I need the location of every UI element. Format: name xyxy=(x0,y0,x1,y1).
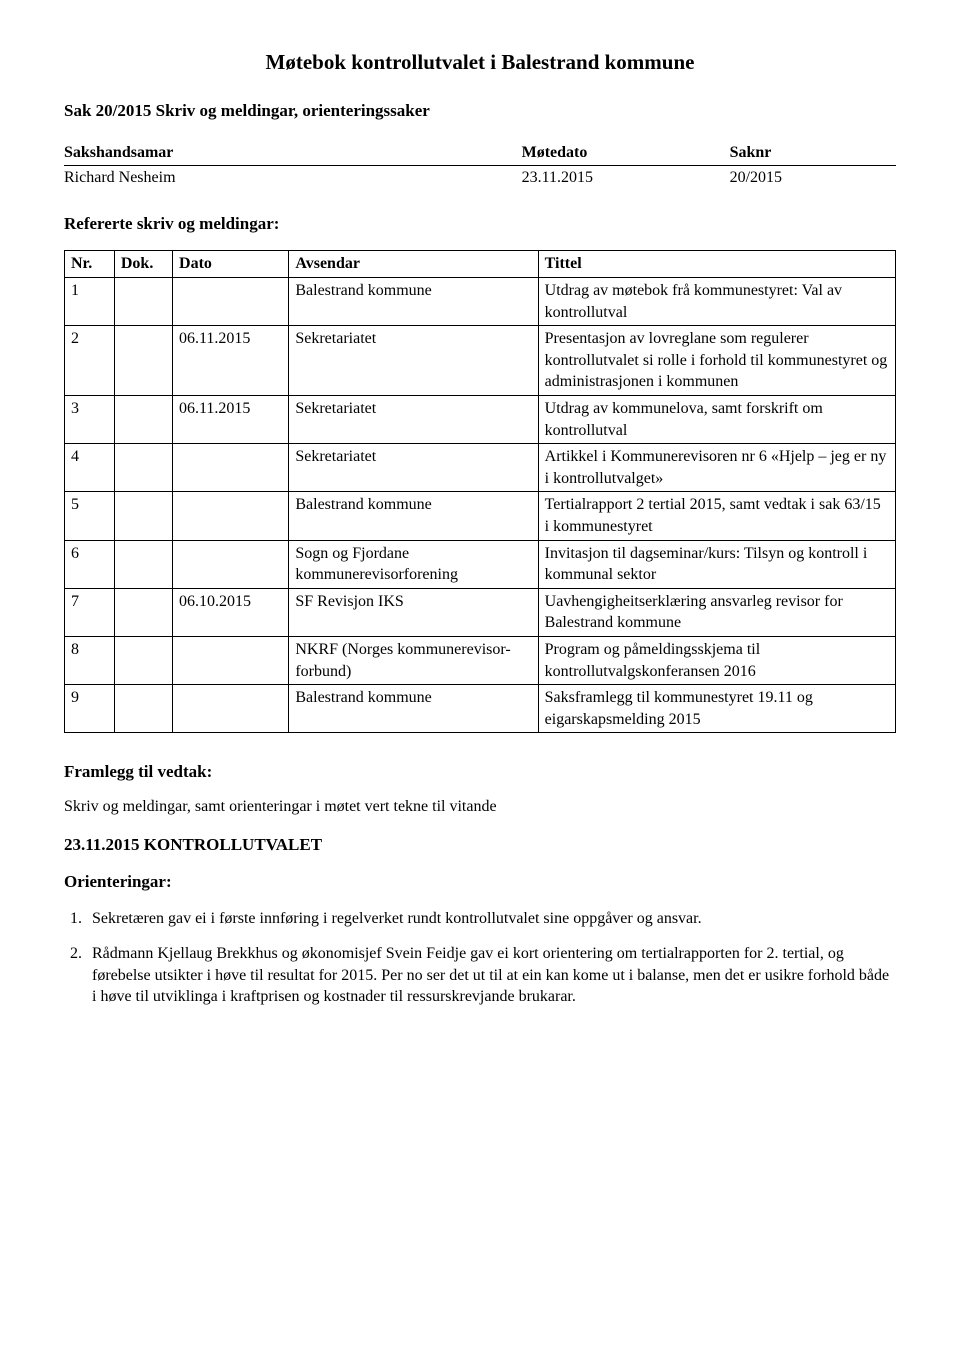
cell-tittel: Tertialrapport 2 tertial 2015, samt vedt… xyxy=(538,492,895,540)
table-row: 8 NKRF (Norges kommunerevisor-forbund)Pro… xyxy=(65,636,896,684)
cell-nr: 6 xyxy=(65,540,115,588)
table-header-avsendar: Avsendar xyxy=(289,251,538,278)
cell-tittel: Utdrag av møtebok frå kommunestyret: Val… xyxy=(538,278,895,326)
table-body: 1Balestrand kommuneUtdrag av møtebok frå… xyxy=(65,278,896,733)
cell-dok xyxy=(114,444,172,492)
cell-avsendar: Sekretariatet xyxy=(289,395,538,443)
cell-dato xyxy=(173,492,289,540)
table-row: 6 Sogn og Fjordane kommunerevisorforening… xyxy=(65,540,896,588)
cell-nr: 4 xyxy=(65,444,115,492)
meta-header-sakshandsamar: Sakshandsamar xyxy=(64,141,522,165)
page-title: Møtebok kontrollutvalet i Balestrand kom… xyxy=(64,48,896,76)
cell-tittel: Program og påmeldingsskjema til kontroll… xyxy=(538,636,895,684)
cell-avsendar: Balestrand kommune xyxy=(289,492,538,540)
meta-sakshandsamar: Richard Nesheim xyxy=(64,165,522,189)
cell-tittel: Saksframlegg til kommunestyret 19.11 og … xyxy=(538,685,895,733)
sak-heading: Sak 20/2015 Skriv og meldingar, orienter… xyxy=(64,100,896,123)
cell-avsendar: Sekretariatet xyxy=(289,326,538,396)
cell-dok xyxy=(114,636,172,684)
cell-avsendar: Balestrand kommune xyxy=(289,278,538,326)
cell-tittel: Utdrag av kommunelova, samt forskrift om… xyxy=(538,395,895,443)
cell-tittel: Artikkel i Kommunerevisoren nr 6 «Hjelp … xyxy=(538,444,895,492)
table-row: 5 Balestrand kommuneTertialrapport 2 tert… xyxy=(65,492,896,540)
cell-dato xyxy=(173,685,289,733)
cell-dok xyxy=(114,278,172,326)
cell-nr: 3 xyxy=(65,395,115,443)
list-item: Rådmann Kjellaug Brekkhus og økonomisjef… xyxy=(86,943,896,1008)
cell-dok xyxy=(114,395,172,443)
meta-header-motedato: Møtedato xyxy=(522,141,730,165)
cell-dok xyxy=(114,326,172,396)
table-row: 3 06.11.2015SekretariatetUtdrag av kommun… xyxy=(65,395,896,443)
cell-tittel: Invitasjon til dagseminar/kurs: Tilsyn o… xyxy=(538,540,895,588)
cell-dato: 06.10.2015 xyxy=(173,588,289,636)
cell-nr: 2 xyxy=(65,326,115,396)
cell-dok xyxy=(114,685,172,733)
framlegg-text: Skriv og meldingar, samt orienteringar i… xyxy=(64,796,896,818)
date-heading: 23.11.2015 KONTROLLUTVALET xyxy=(64,834,896,857)
cell-nr: 9 xyxy=(65,685,115,733)
cell-dok xyxy=(114,492,172,540)
table-header-tittel: Tittel xyxy=(538,251,895,278)
meta-table: Sakshandsamar Møtedato Saknr Richard Nes… xyxy=(64,141,896,189)
cell-avsendar: SF Revisjon IKS xyxy=(289,588,538,636)
table-row: 2 06.11.2015SekretariatetPresentasjon av … xyxy=(65,326,896,396)
cell-tittel: Uavhengigheitserklæring ansvarleg reviso… xyxy=(538,588,895,636)
table-row: 4 SekretariatetArtikkel i Kommunerevisore… xyxy=(65,444,896,492)
cell-dok xyxy=(114,540,172,588)
orienteringar-heading: Orienteringar: xyxy=(64,871,896,894)
list-item: Sekretæren gav ei i første innføring i r… xyxy=(86,908,896,930)
cell-dato: 06.11.2015 xyxy=(173,326,289,396)
table-header-dok: Dok. xyxy=(114,251,172,278)
cell-dok xyxy=(114,588,172,636)
meta-saknr: 20/2015 xyxy=(730,165,896,189)
cell-tittel: Presentasjon av lovreglane som regulerer… xyxy=(538,326,895,396)
cell-dato xyxy=(173,636,289,684)
cell-nr: 5 xyxy=(65,492,115,540)
cell-avsendar: Sogn og Fjordane kommunerevisorforening xyxy=(289,540,538,588)
cell-dato xyxy=(173,278,289,326)
table-row: 9 Balestrand kommuneSaksframlegg til komm… xyxy=(65,685,896,733)
cell-nr: 7 xyxy=(65,588,115,636)
referat-heading: Refererte skriv og meldingar: xyxy=(64,213,896,236)
cell-nr: 1 xyxy=(65,278,115,326)
documents-table: Nr. Dok. Dato Avsendar Tittel 1 Balestran… xyxy=(64,250,896,733)
cell-dato xyxy=(173,444,289,492)
cell-avsendar: NKRF (Norges kommunerevisor-forbund) xyxy=(289,636,538,684)
framlegg-heading: Framlegg til vedtak: xyxy=(64,761,896,784)
meta-header-saknr: Saknr xyxy=(730,141,896,165)
table-row: 7 06.10.2015SF Revisjon IKSUavhengigheits… xyxy=(65,588,896,636)
table-header-dato: Dato xyxy=(173,251,289,278)
meta-motedato: 23.11.2015 xyxy=(522,165,730,189)
meta-header-row: Sakshandsamar Møtedato Saknr xyxy=(64,141,896,165)
table-header-row: Nr. Dok. Dato Avsendar Tittel xyxy=(65,251,896,278)
table-header-nr: Nr. xyxy=(65,251,115,278)
cell-nr: 8 xyxy=(65,636,115,684)
orienteringar-list: Sekretæren gav ei i første innføring i r… xyxy=(86,908,896,1008)
table-row: 1 Balestrand kommuneUtdrag av møtebok frå… xyxy=(65,278,896,326)
cell-avsendar: Sekretariatet xyxy=(289,444,538,492)
cell-dato: 06.11.2015 xyxy=(173,395,289,443)
meta-data-row: Richard Nesheim 23.11.2015 20/2015 xyxy=(64,165,896,189)
cell-avsendar: Balestrand kommune xyxy=(289,685,538,733)
cell-dato xyxy=(173,540,289,588)
